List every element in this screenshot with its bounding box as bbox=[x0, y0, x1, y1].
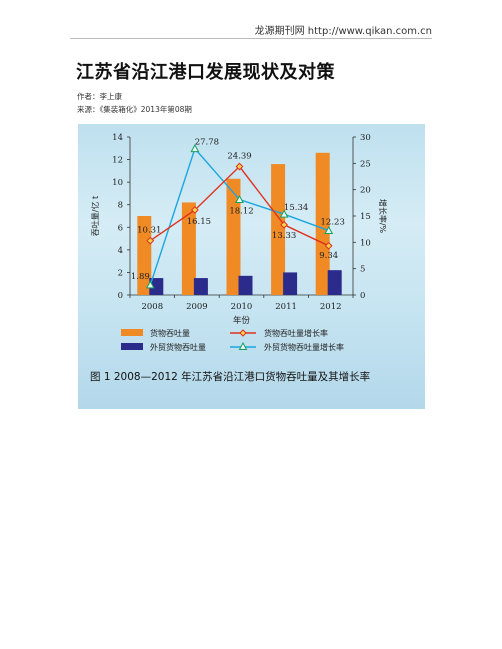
data-label-foreign-growth: 1.89 bbox=[131, 272, 150, 282]
data-label-foreign-growth: 27.78 bbox=[195, 138, 219, 148]
marker-cargo-growth bbox=[146, 236, 155, 245]
bar-foreign-throughput bbox=[238, 275, 253, 295]
bar-cargo-throughput bbox=[226, 178, 241, 295]
y-tick-label-left: 12 bbox=[112, 156, 123, 166]
bar-foreign-throughput bbox=[327, 270, 342, 295]
bar-cargo-throughput bbox=[315, 152, 330, 295]
y-tick-label-left: 10 bbox=[112, 178, 123, 188]
article-author: 作者：李上康 bbox=[77, 92, 122, 101]
chart-svg: 0 2 4 6 8 10 12 14 0 5 10 15 20 25 30 2008 2009 2010 2011 2… bbox=[90, 133, 388, 383]
marker-cargo-growth bbox=[190, 206, 199, 214]
x-axis-label: 年份 bbox=[233, 315, 251, 326]
bar-cargo-throughput bbox=[137, 216, 152, 295]
y-tick-label-right: 20 bbox=[360, 186, 371, 196]
bar-cargo-throughput bbox=[271, 164, 286, 295]
bar-foreign-throughput bbox=[283, 272, 298, 295]
y-tick-label-right: 30 bbox=[360, 133, 371, 143]
data-label-cargo-growth: 10.31 bbox=[137, 226, 161, 236]
x-tick-label: 2010 bbox=[231, 302, 253, 312]
data-label-foreign-growth: 15.34 bbox=[284, 203, 308, 213]
x-tick-label: 2008 bbox=[141, 302, 163, 312]
y-tick-label-right: 10 bbox=[360, 238, 371, 248]
legend-marker-cargo-growth bbox=[239, 329, 247, 337]
y-tick-label-right: 25 bbox=[360, 159, 371, 169]
y-axis-label-right: 增长率/% bbox=[378, 199, 388, 234]
data-label-foreign-growth: 12.23 bbox=[321, 218, 345, 228]
legend-swatch-cargo bbox=[121, 329, 143, 336]
marker-foreign-growth bbox=[190, 144, 200, 153]
x-tick-label: 2009 bbox=[186, 302, 208, 312]
data-label-cargo-growth: 24.39 bbox=[227, 152, 251, 162]
legend-label-foreign: 外贸货物吞吐量 bbox=[150, 342, 206, 352]
legend-marker-foreign-growth bbox=[238, 341, 248, 350]
legend-swatch-foreign bbox=[121, 343, 143, 350]
marker-cargo-growth bbox=[280, 220, 289, 229]
figure-caption: 图 1 2008—2012 年江苏省沿江港口货物吞吐量及其增长率 bbox=[90, 370, 370, 383]
bar-cargo-throughput bbox=[181, 202, 196, 295]
y-tick-label-left: 8 bbox=[118, 201, 123, 211]
legend-label-cargo-growth: 货物吞吐量增长率 bbox=[264, 328, 328, 338]
site-header: 龙源期刊网 http://www.qikan.com.cn bbox=[254, 26, 432, 37]
bar-foreign-throughput bbox=[149, 278, 164, 295]
bar-foreign-throughput bbox=[193, 278, 208, 295]
header-divider bbox=[70, 38, 432, 39]
y-tick-label-left: 0 bbox=[118, 291, 123, 301]
marker-cargo-growth bbox=[324, 241, 333, 250]
data-label-foreign-growth: 18.12 bbox=[229, 207, 253, 217]
legend-label-foreign-growth: 外贸货物吞吐量增长率 bbox=[264, 342, 344, 352]
y-tick-label-left: 2 bbox=[118, 268, 123, 278]
y-axis-label-left: 吞吐量/亿 t bbox=[90, 196, 100, 236]
data-label-cargo-growth: 16.15 bbox=[187, 217, 211, 227]
y-tick-label-left: 6 bbox=[118, 223, 123, 233]
figure-chart: 0 2 4 6 8 10 12 14 0 5 10 15 20 25 30 2008 2009 2010 2011 2… bbox=[78, 124, 425, 409]
y-tick-label-left: 14 bbox=[112, 133, 123, 143]
marker-cargo-growth bbox=[235, 162, 244, 171]
y-tick-label-right: 0 bbox=[360, 291, 365, 301]
article-source: 来源：《集装箱化》2013年第08期 bbox=[77, 105, 192, 114]
article-title: 江苏省沿江港口发展现状及对策 bbox=[76, 62, 335, 83]
marker-foreign-growth bbox=[145, 280, 155, 289]
marker-foreign-growth bbox=[279, 209, 289, 218]
marker-foreign-growth bbox=[235, 194, 244, 203]
x-tick-label: 2012 bbox=[320, 302, 342, 312]
y-tick-label-left: 4 bbox=[118, 246, 123, 256]
y-tick-label-right: 5 bbox=[360, 265, 365, 275]
data-label-cargo-growth: 9.34 bbox=[319, 251, 338, 261]
legend-label-cargo: 货物吞吐量 bbox=[150, 328, 190, 338]
x-tick-label: 2011 bbox=[275, 302, 297, 312]
y-tick-label-right: 15 bbox=[360, 212, 371, 222]
data-label-cargo-growth: 13.33 bbox=[272, 231, 296, 241]
marker-foreign-growth bbox=[324, 225, 334, 234]
